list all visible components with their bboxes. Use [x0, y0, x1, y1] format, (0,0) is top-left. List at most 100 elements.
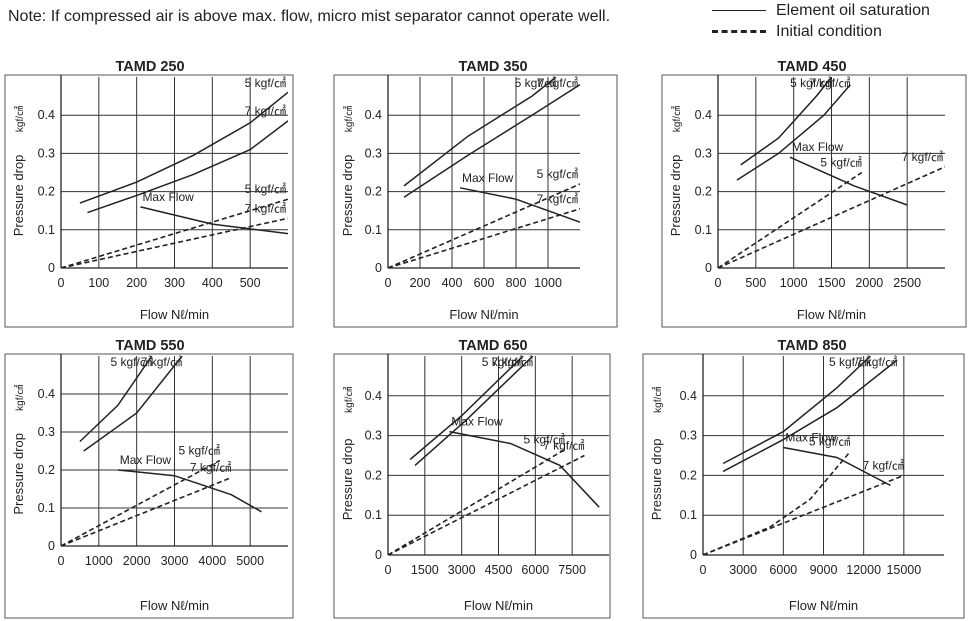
x-tick-label: 6000 [769, 563, 797, 577]
chart-frame [4, 74, 294, 328]
y-tick-label: 0 [705, 261, 712, 275]
y-axis-unit-label: kgf/㎠ [671, 106, 683, 132]
x-tick-label: 15000 [886, 563, 921, 577]
y-axis-label: Pressure drop [340, 439, 355, 521]
series-label: 5 kgf/㎠ [110, 355, 151, 369]
x-tick-label: 0 [385, 276, 392, 290]
series-label: 7 kgf/㎠ [537, 192, 578, 206]
y-tick-label: 0.2 [365, 185, 382, 199]
series-label: 5 kgf/㎠ [829, 355, 870, 369]
legend-solid-label: Element oil saturation [776, 1, 930, 19]
y-tick-label: 0.2 [680, 468, 697, 482]
series-label: 5 kgf/㎠ [179, 444, 220, 458]
y-tick-label: 0.2 [695, 185, 712, 199]
y-tick-label: 0.1 [680, 508, 697, 522]
series-line-7-kgf-initial [61, 476, 232, 546]
y-tick-label: 0 [375, 548, 382, 562]
chart-title: TAMD 350 [458, 59, 527, 75]
series-label: 7 kgf/㎠ [856, 355, 897, 369]
series-line-max-flow [140, 206, 288, 235]
y-axis-label: Pressure drop [11, 433, 26, 515]
y-tick-label: 0.3 [38, 425, 55, 439]
y-tick-label: 0 [48, 539, 55, 553]
chart-title: TAMD 650 [458, 338, 527, 354]
x-tick-label: 6000 [521, 563, 549, 577]
series-line-7-kgf- [736, 84, 851, 181]
y-tick-label: 0.4 [38, 108, 55, 122]
series-line-7-kgf- [83, 356, 183, 452]
chart-title: TAMD 450 [777, 59, 846, 75]
series-label: Max Flow [120, 453, 172, 467]
x-tick-label: 800 [506, 276, 527, 290]
y-axis-unit-label: kgf/㎠ [343, 106, 355, 132]
legend: Element oil saturation Initial condition [712, 0, 930, 42]
series-line-max-flow [783, 446, 891, 487]
series-label: Max Flow [462, 171, 514, 185]
x-tick-label: 3000 [161, 554, 189, 568]
chart-3: 0 500 1000 1500 2000 2500 0 0.1 0.2 0.3 0.4 TAMD 45… [661, 59, 967, 328]
y-axis-unit-label: kgf/㎠ [652, 387, 664, 413]
series-label: 7 kgf/㎠ [492, 355, 533, 369]
series-line-5-kgf- [409, 356, 524, 461]
series-label: Max Flow [451, 415, 503, 429]
x-tick-label: 400 [442, 276, 463, 290]
x-tick-label: 200 [410, 276, 431, 290]
legend-dashed-label: Initial condition [776, 22, 882, 40]
chart-frame [333, 74, 618, 328]
y-axis-label: Pressure drop [649, 439, 664, 521]
x-axis-label: Flow Nℓ/min [140, 307, 209, 322]
chart-frame [642, 353, 965, 619]
series-line-7-kgf-initial [388, 208, 580, 268]
series-line-max-flow [459, 187, 580, 223]
chart-6: 0 3000 6000 9000 12000 15000 0 0.1 0.2 0.3 0.4 TAMD… [642, 338, 965, 619]
x-tick-label: 0 [385, 563, 392, 577]
x-tick-label: 4000 [198, 554, 226, 568]
x-tick-label: 1000 [780, 276, 808, 290]
x-tick-label: 12000 [846, 563, 881, 577]
series-line-5-kgf-initial [718, 171, 863, 268]
series-line-5-kgf-initial [388, 448, 566, 555]
series-line-7-kgf-initial [718, 166, 945, 268]
y-tick-label: 0.1 [365, 223, 382, 237]
series-label: 5 kgf/㎠ [790, 76, 831, 90]
y-tick-label: 0.4 [695, 108, 712, 122]
series-label: 7 kgf/㎠ [141, 355, 182, 369]
y-tick-label: 0.3 [680, 429, 697, 443]
y-tick-label: 0.4 [365, 389, 382, 403]
y-tick-label: 0.1 [38, 501, 55, 515]
y-tick-label: 0.3 [365, 429, 382, 443]
x-tick-label: 600 [474, 276, 495, 290]
x-tick-label: 500 [240, 276, 261, 290]
chart-frame [4, 353, 294, 619]
series-line-7-kgf- [403, 83, 580, 198]
series-line-5-kgf- [403, 77, 557, 187]
chart-title: TAMD 550 [115, 338, 184, 354]
y-tick-label: 0.3 [365, 146, 382, 160]
series-line-5-kgf-initial [61, 459, 221, 546]
x-tick-label: 300 [164, 276, 185, 290]
series-label: 5 kgf/㎠ [537, 167, 578, 181]
note-text: Note: If compressed air is above max. fl… [8, 8, 611, 25]
series-line-7-kgf- [722, 359, 898, 473]
series-label: 7 kgf/㎠ [245, 104, 286, 118]
y-tick-label: 0 [375, 261, 382, 275]
x-tick-label: 4500 [485, 563, 513, 577]
x-axis-label: Flow Nℓ/min [789, 598, 858, 613]
y-axis-unit-label: kgf/㎠ [343, 387, 355, 413]
x-tick-label: 0 [700, 563, 707, 577]
legend-solid: Element oil saturation [712, 0, 930, 21]
y-tick-label: 0.3 [38, 146, 55, 160]
series-label: 7 kgf/㎠ [245, 201, 286, 215]
x-tick-label: 500 [745, 276, 766, 290]
x-tick-label: 1000 [534, 276, 562, 290]
y-tick-label: 0.1 [38, 223, 55, 237]
series-line-7-kgf-initial [61, 217, 288, 268]
x-tick-label: 2000 [855, 276, 883, 290]
series-line-7-kgf- [87, 120, 288, 214]
series-label: 7 kgf/㎠ [543, 439, 584, 453]
y-tick-label: 0.1 [365, 508, 382, 522]
chart-2: 0 200 400 600 800 1000 0 0.1 0.2 0.3 0.4 TAMD 350 Fl… [333, 59, 618, 328]
x-tick-label: 1000 [85, 554, 113, 568]
x-tick-label: 1500 [818, 276, 846, 290]
series-line-7-kgf- [414, 356, 534, 466]
